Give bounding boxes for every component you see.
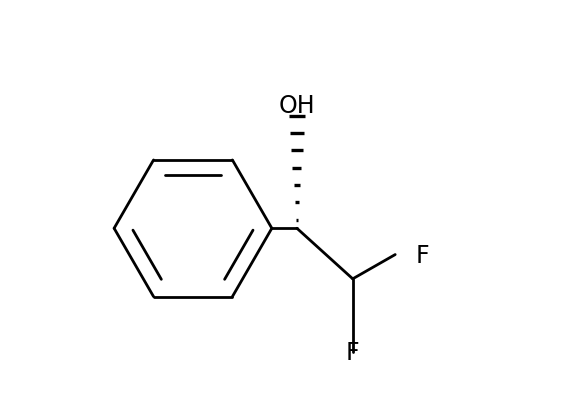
Text: F: F [415, 243, 429, 267]
Text: OH: OH [279, 94, 315, 117]
Text: F: F [346, 340, 360, 364]
